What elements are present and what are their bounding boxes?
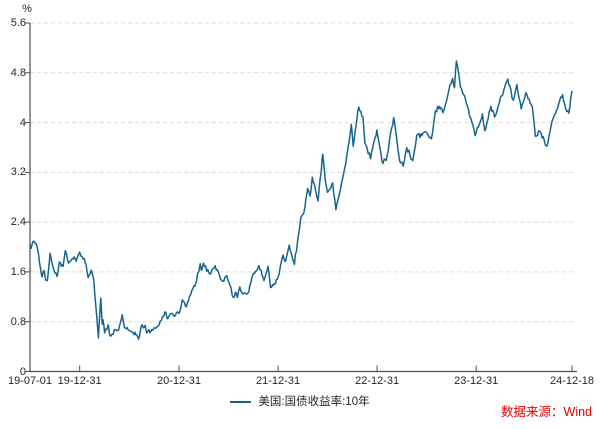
x-axis-tick-labels: 19-07-01 19-12-31 20-12-31 21-12-31 22-12-31… [0,374,600,388]
y-tick-label: 0.8 [10,315,26,328]
x-tick-label: 24-12-18 [549,375,595,387]
y-tick-label: 3.2 [10,166,26,179]
y-tick-label: 5.6 [10,17,26,29]
y-axis-tick-labels: 0 0.8 1.6 2.4 3.2 4 4.8 5.6 [0,0,26,429]
legend-series-label: 美国:国债收益率:10年 [258,396,370,408]
y-tick-label: 1.6 [10,265,26,278]
x-tick-label: 19-07-01 [7,375,53,387]
y-tick-label: 2.4 [10,216,26,229]
data-source-label: 数据来源：Wind [501,405,592,419]
x-tick-label: 21-12-31 [256,375,301,387]
yield-line-series [29,60,573,340]
y-tick-label: 0 [19,365,26,378]
legend: 美国:国债收益率:10年 [0,394,600,410]
x-tick-label: 22-12-31 [355,375,400,387]
y-tick-label: 4 [19,116,26,129]
x-tick-label: 19-12-31 [57,375,102,387]
y-tick-label: 4.8 [10,66,26,79]
legend-line-swatch [230,401,252,403]
x-tick-label: 20-12-31 [156,375,202,387]
y-axis-unit-label: % [22,3,32,15]
x-tick-label: 23-12-31 [454,375,499,387]
